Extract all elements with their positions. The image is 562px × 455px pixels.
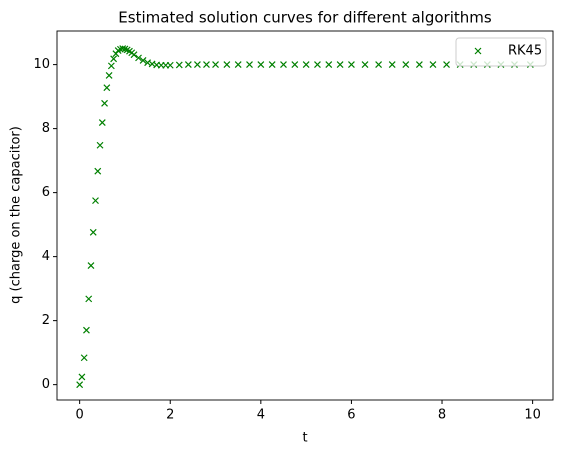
x-tick-label: 0 — [76, 408, 84, 423]
data-point — [234, 61, 242, 69]
data-point — [257, 61, 265, 69]
x-tick-label: 6 — [347, 408, 355, 423]
y-tick-label: 2 — [42, 313, 50, 328]
data-point — [402, 61, 410, 69]
y-tick-label: 6 — [42, 185, 50, 200]
data-point — [203, 61, 210, 69]
y-tick-label: 0 — [42, 377, 50, 392]
data-point — [212, 61, 219, 69]
data-point — [166, 61, 174, 69]
x-axis-label: t — [302, 431, 307, 446]
data-point — [388, 61, 396, 69]
data-point — [85, 295, 93, 303]
data-point — [89, 228, 97, 236]
data-point — [110, 55, 118, 63]
data-point — [443, 61, 450, 69]
y-axis-label: q (charge on the capacitor) — [9, 126, 24, 304]
data-point — [415, 61, 423, 69]
data-point — [94, 167, 102, 175]
data-point — [268, 61, 276, 69]
data-point — [101, 99, 108, 107]
data-point — [96, 141, 104, 149]
data-point — [92, 197, 99, 205]
data-point — [103, 84, 111, 92]
data-point — [139, 57, 147, 64]
data-point — [223, 61, 231, 69]
data-point — [193, 61, 201, 69]
data-point — [361, 61, 369, 69]
data-point — [135, 54, 142, 62]
legend: RK45 — [455, 37, 547, 67]
data-point — [83, 326, 90, 334]
data-point — [184, 61, 192, 69]
data-point — [98, 119, 106, 126]
chart-title: Estimated solution curves for different … — [118, 9, 492, 27]
data-point — [291, 61, 299, 69]
data-point — [80, 354, 88, 362]
data-point — [336, 61, 344, 69]
data-point — [246, 61, 253, 69]
data-point — [375, 61, 383, 69]
data-point — [130, 51, 138, 59]
legend-box — [455, 37, 547, 67]
data-point — [348, 61, 355, 69]
legend-marker — [474, 47, 482, 55]
data-point — [175, 61, 183, 69]
legend-label: RK45 — [508, 44, 542, 59]
data-point — [325, 61, 333, 69]
x-tick-label: 4 — [257, 408, 265, 423]
y-tick-label: 8 — [42, 121, 50, 136]
data-point — [302, 61, 310, 69]
x-tick-label: 8 — [438, 408, 446, 423]
y-tick-label: 10 — [33, 57, 50, 72]
data-point — [76, 381, 84, 389]
data-point — [280, 61, 287, 69]
x-tick-label: 10 — [524, 408, 541, 423]
data-point — [107, 62, 115, 70]
plot-frame — [56, 30, 554, 401]
data-point — [105, 72, 113, 79]
data-point — [87, 262, 95, 270]
data-point — [429, 61, 437, 69]
data-point — [78, 373, 86, 381]
y-tick-label: 4 — [42, 249, 50, 264]
data-point — [314, 61, 321, 69]
x-tick-label: 2 — [166, 408, 174, 423]
